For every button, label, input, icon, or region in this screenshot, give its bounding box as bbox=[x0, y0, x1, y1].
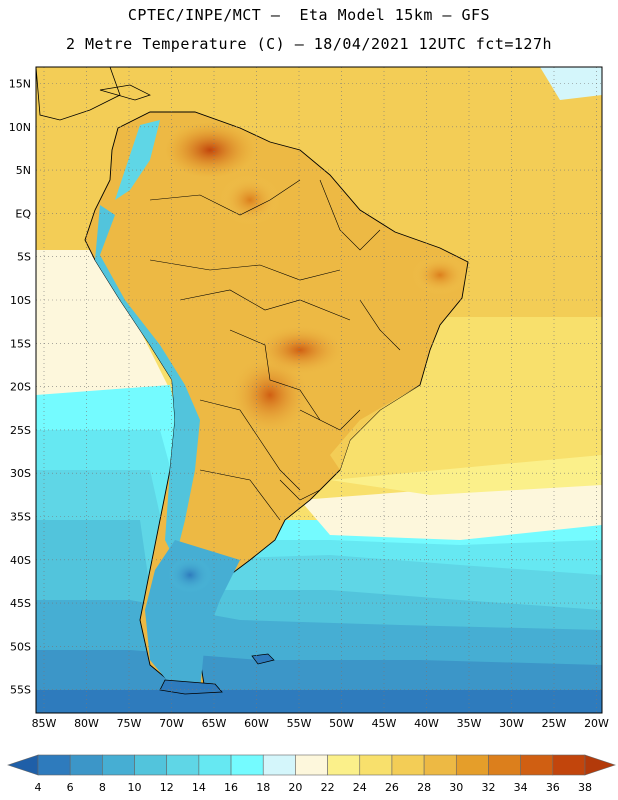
colorbar-label: 12 bbox=[160, 781, 174, 794]
colorbar-left-arrow bbox=[7, 754, 39, 776]
lat-label: EQ bbox=[15, 207, 31, 220]
lon-label: 70W bbox=[159, 717, 184, 730]
latitude-labels: 15N 10N 5N EQ 5S 10S 15S 20S 25S 30S 35S 40S 45S 50S 5… bbox=[9, 78, 32, 697]
colorbar-box bbox=[230, 754, 264, 776]
colorbar-box bbox=[295, 754, 328, 776]
colorbar-label: 8 bbox=[99, 781, 106, 794]
colorbar-box bbox=[520, 754, 554, 776]
colorbar-label: 14 bbox=[192, 781, 206, 794]
colorbar-box bbox=[455, 754, 489, 776]
colorbar-label: 20 bbox=[288, 781, 302, 794]
lon-label: 30W bbox=[499, 717, 524, 730]
lat-label: 10S bbox=[10, 294, 31, 307]
lat-label: 30S bbox=[10, 467, 31, 480]
colorbar-label: 36 bbox=[546, 781, 560, 794]
colorbar-box bbox=[134, 754, 168, 776]
colorbar-right-arrow bbox=[584, 754, 616, 776]
colorbar-label: 32 bbox=[481, 781, 495, 794]
lat-label: 15N bbox=[9, 78, 31, 91]
colorbar-label: 18 bbox=[256, 781, 270, 794]
colorbar-label: 28 bbox=[417, 781, 431, 794]
longitude-labels: 85W 80W 75W 70W 65W 60W 55W 50W 45W 40W 35W 30W 25W 2… bbox=[32, 717, 609, 730]
lon-label: 20W bbox=[584, 717, 609, 730]
lat-label: 25S bbox=[10, 424, 31, 437]
lon-label: 50W bbox=[329, 717, 354, 730]
colorbar-label: 38 bbox=[578, 781, 592, 794]
colorbar-box bbox=[166, 754, 200, 776]
colorbar: 4 6 8 10 12 14 16 18 20 22 24 26 28 30 32 34 36 38 bbox=[7, 754, 616, 794]
lon-label: 55W bbox=[287, 717, 312, 730]
lat-label: 5N bbox=[16, 164, 31, 177]
lon-label: 85W bbox=[32, 717, 57, 730]
country-borders bbox=[149, 179, 401, 521]
lat-label: 50S bbox=[10, 640, 31, 653]
colorbar-box bbox=[552, 754, 586, 776]
colorbar-box bbox=[327, 754, 361, 776]
colorbar-label: 4 bbox=[35, 781, 42, 794]
colorbar-box bbox=[391, 754, 425, 776]
lon-label: 45W bbox=[372, 717, 397, 730]
lat-label: 45S bbox=[10, 597, 31, 610]
lat-label: 55S bbox=[10, 684, 31, 697]
colorbar-box bbox=[37, 754, 71, 776]
colorbar-box bbox=[69, 754, 103, 776]
lon-label: 35W bbox=[457, 717, 482, 730]
map-frame bbox=[35, 66, 603, 714]
lon-label: 65W bbox=[202, 717, 227, 730]
map-title: CPTEC/INPE/MCT – Eta Model 15km – GFS bbox=[127, 6, 491, 24]
lat-label: 35S bbox=[10, 511, 31, 524]
lon-label: 80W bbox=[74, 717, 99, 730]
colorbar-box bbox=[198, 754, 232, 776]
colorbar-label: 24 bbox=[353, 781, 367, 794]
lon-label: 60W bbox=[244, 717, 269, 730]
lat-label: 15S bbox=[10, 337, 31, 350]
colorbar-box bbox=[359, 754, 393, 776]
lon-label: 25W bbox=[542, 717, 567, 730]
colorbar-label: 10 bbox=[128, 781, 142, 794]
colorbar-box bbox=[262, 754, 296, 776]
map-field bbox=[36, 67, 602, 713]
colorbar-label: 26 bbox=[385, 781, 399, 794]
colorbar-label: 34 bbox=[514, 781, 528, 794]
lat-label: 40S bbox=[10, 554, 31, 567]
colorbar-box bbox=[423, 754, 457, 776]
lat-label: 20S bbox=[10, 381, 31, 394]
map-subtitle: 2 Metre Temperature (C) – 18/04/2021 12U… bbox=[65, 35, 553, 53]
lon-label: 40W bbox=[414, 717, 439, 730]
colorbar-label: 22 bbox=[321, 781, 335, 794]
lat-label: 5S bbox=[17, 251, 31, 264]
colorbar-label: 6 bbox=[67, 781, 74, 794]
colorbar-box bbox=[488, 754, 521, 776]
lat-label: 10N bbox=[9, 121, 31, 134]
colorbar-label: 16 bbox=[224, 781, 238, 794]
colorbar-box bbox=[102, 754, 135, 776]
colorbar-label: 30 bbox=[449, 781, 463, 794]
lon-label: 75W bbox=[117, 717, 142, 730]
